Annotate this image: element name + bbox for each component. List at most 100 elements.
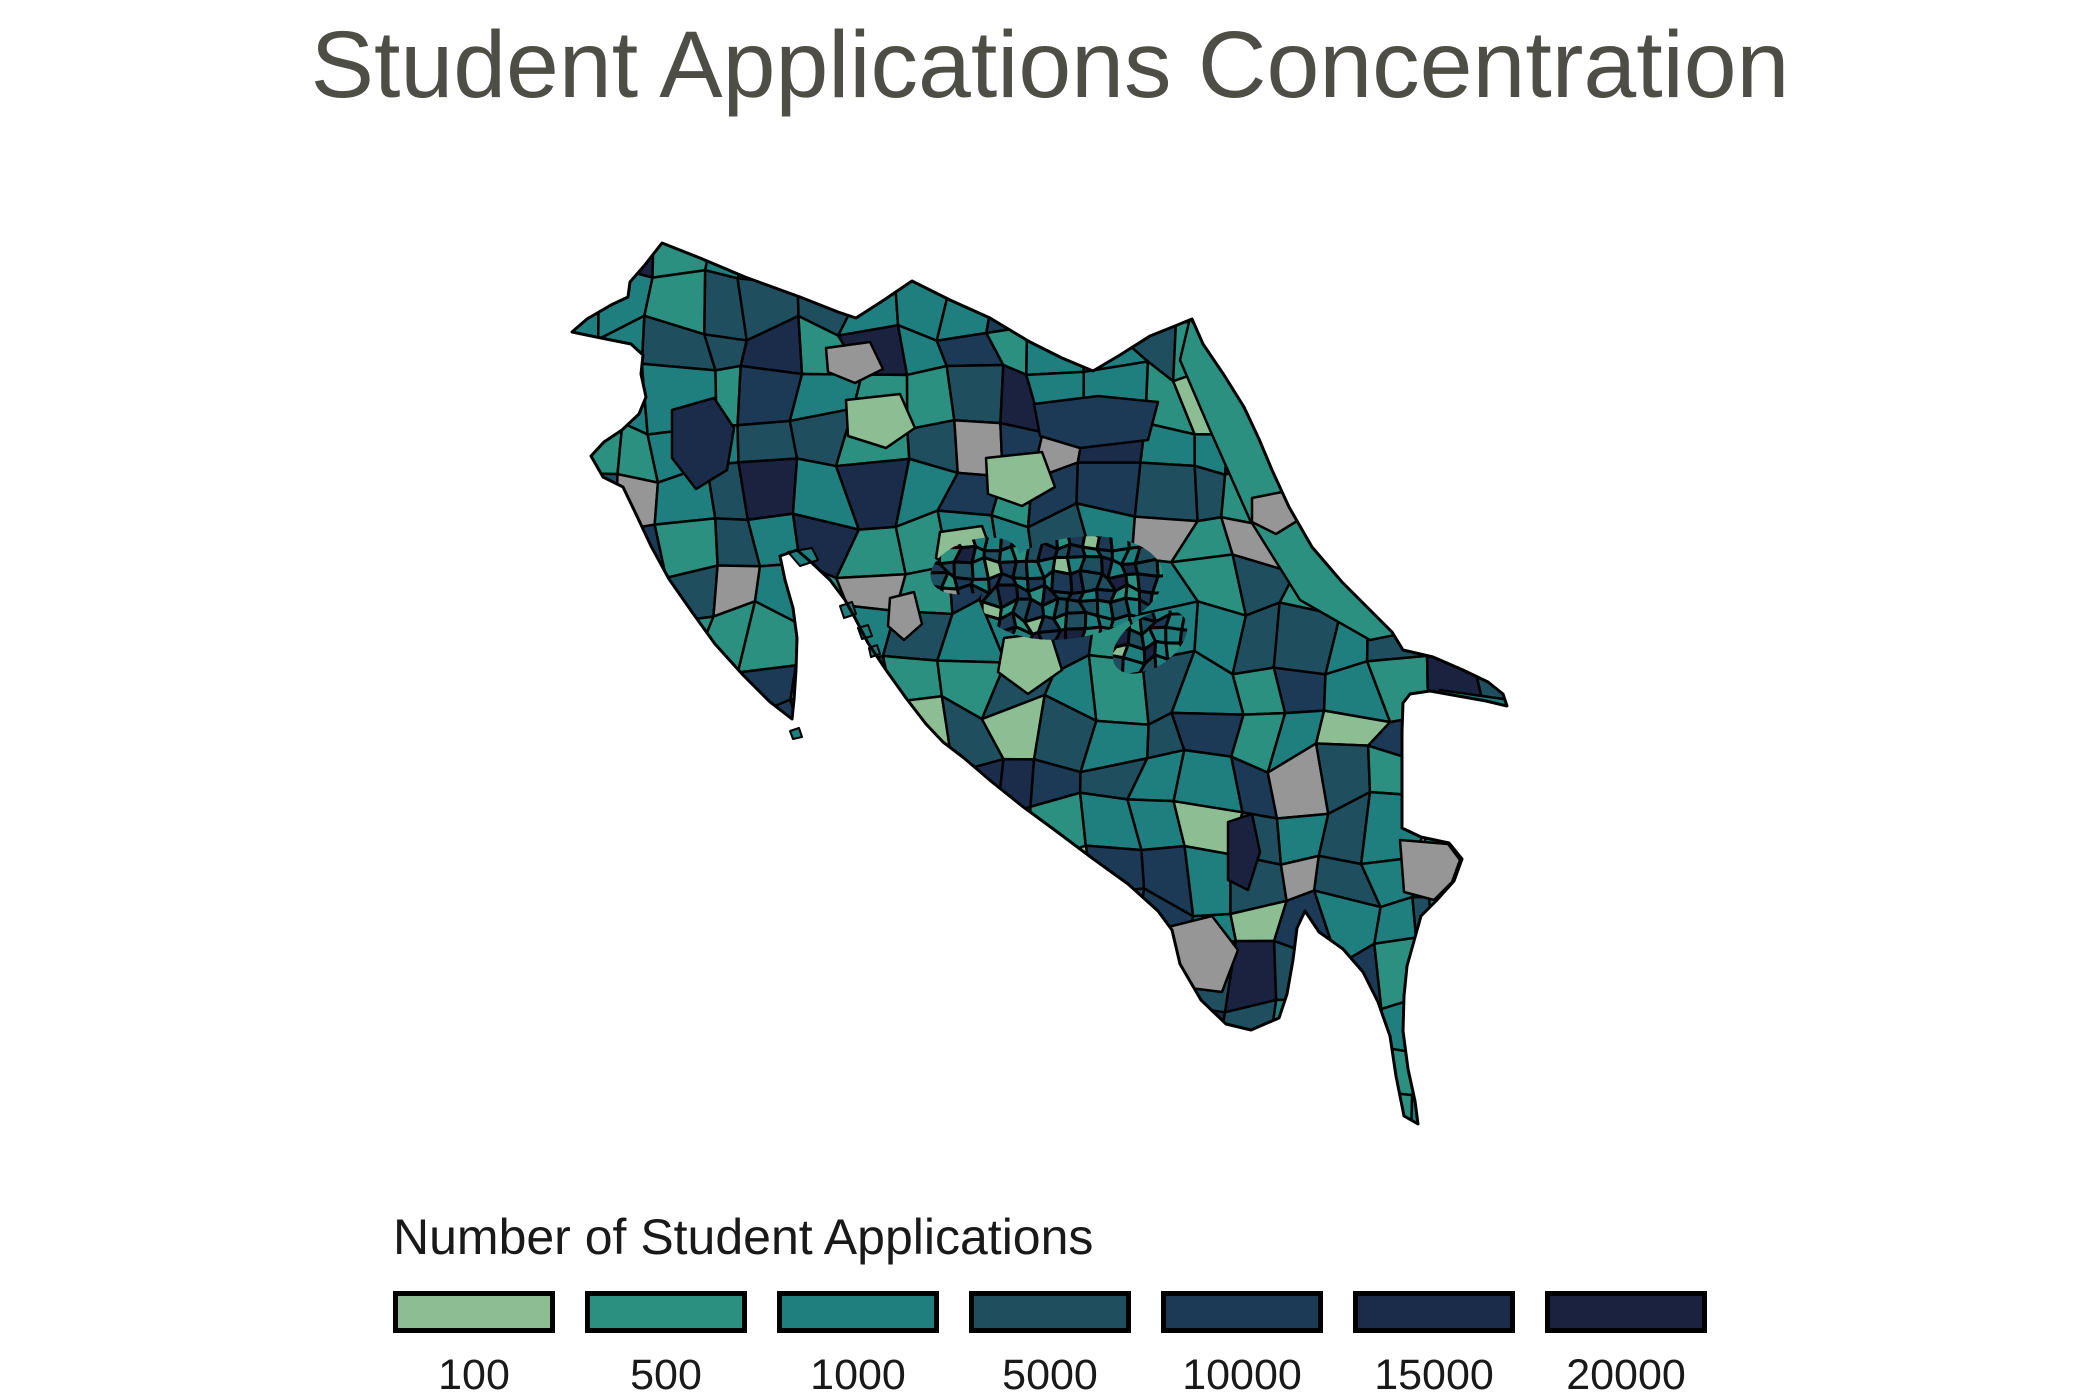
district <box>1414 271 1483 320</box>
district <box>1366 552 1426 619</box>
district <box>977 988 1056 1053</box>
district <box>1316 243 1370 281</box>
legend-swatch <box>1161 1291 1323 1333</box>
district <box>670 396 736 491</box>
district <box>1463 428 1507 482</box>
district <box>572 366 624 433</box>
district <box>1032 394 1160 450</box>
legend-item: 15000 <box>1353 1291 1515 1397</box>
district <box>1025 325 1086 377</box>
district <box>759 997 816 1053</box>
district <box>886 1001 951 1054</box>
district <box>1073 1085 1134 1124</box>
district <box>1025 243 1096 286</box>
district <box>572 802 619 865</box>
district <box>1366 502 1419 572</box>
district <box>1272 939 1341 1002</box>
district <box>572 662 609 714</box>
legend: Number of Student Applications 100 500 100… <box>393 1212 1707 1397</box>
district <box>1410 998 1467 1056</box>
district <box>928 1087 986 1124</box>
district <box>980 1084 1043 1124</box>
district <box>605 653 655 706</box>
district <box>1025 283 1096 329</box>
district <box>1480 705 1507 771</box>
district <box>741 1039 816 1082</box>
legend-label: 1000 <box>810 1351 906 1399</box>
district <box>1361 313 1425 385</box>
district <box>796 757 850 805</box>
district <box>572 907 613 964</box>
district <box>648 615 715 657</box>
district <box>1372 1089 1414 1124</box>
district <box>1079 1001 1144 1058</box>
district <box>796 844 855 906</box>
district <box>886 243 960 282</box>
district <box>1460 1033 1507 1106</box>
district <box>1372 1046 1429 1097</box>
district <box>609 940 657 992</box>
district <box>689 795 754 850</box>
district <box>901 1078 958 1124</box>
district <box>1122 1089 1190 1124</box>
district <box>1331 408 1386 474</box>
district <box>737 457 799 522</box>
district <box>835 757 900 805</box>
district <box>1366 459 1423 531</box>
district <box>882 791 942 865</box>
district <box>1426 764 1484 799</box>
district <box>759 962 816 1003</box>
district <box>736 419 799 464</box>
district <box>832 937 907 1005</box>
district <box>644 904 710 943</box>
district <box>1230 1094 1295 1124</box>
district <box>752 899 816 966</box>
district <box>984 450 1057 508</box>
district <box>748 796 804 848</box>
district <box>1413 373 1482 434</box>
district <box>1075 954 1136 1007</box>
district <box>597 243 656 279</box>
district <box>1040 954 1083 1004</box>
district <box>1028 892 1096 958</box>
district <box>572 600 608 668</box>
legend-label: 100 <box>438 1351 510 1399</box>
district <box>1084 844 1146 895</box>
district <box>592 1032 660 1108</box>
district <box>1472 564 1507 630</box>
district <box>1050 569 1074 595</box>
legend-swatch <box>969 1291 1131 1333</box>
district <box>572 848 600 918</box>
district <box>1480 767 1507 799</box>
district <box>572 702 610 768</box>
district <box>641 702 705 765</box>
district <box>837 1033 905 1097</box>
district <box>696 935 767 1003</box>
legend-label: 5000 <box>1002 1351 1098 1399</box>
district <box>1474 270 1507 339</box>
district <box>983 1039 1043 1109</box>
district <box>741 1078 812 1124</box>
district <box>1027 1084 1083 1124</box>
district <box>1313 322 1388 382</box>
district <box>1467 504 1507 570</box>
district <box>1411 895 1474 963</box>
district <box>858 672 877 691</box>
district <box>929 887 993 962</box>
district <box>1413 313 1477 385</box>
district <box>641 743 695 823</box>
district <box>1270 243 1330 287</box>
district <box>1472 372 1507 434</box>
country-outline <box>570 241 1509 1126</box>
legend-item: 100 <box>393 1291 555 1397</box>
district <box>1479 243 1507 294</box>
district <box>1408 502 1486 567</box>
district <box>900 937 943 1007</box>
district <box>858 656 875 674</box>
district <box>605 702 655 768</box>
legend-item: 5000 <box>969 1291 1131 1397</box>
district <box>572 986 614 1048</box>
district <box>952 243 1000 273</box>
district <box>647 1093 710 1124</box>
